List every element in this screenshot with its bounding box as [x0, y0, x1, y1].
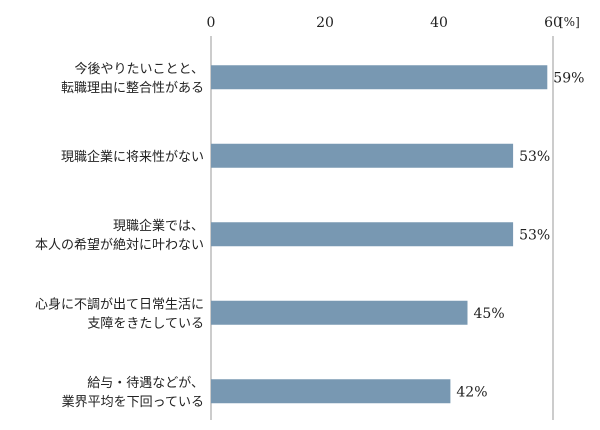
axis-unit-label: [%]	[559, 15, 580, 29]
category-label: 心身に不調が出て日常生活に	[35, 296, 204, 312]
category-label: 今後やりたいことと、	[75, 61, 204, 77]
bar	[211, 300, 468, 325]
x-tick-label: 40	[430, 15, 448, 31]
category-label: 現職企業に将来性がない	[61, 149, 204, 165]
x-tick-label: 60	[544, 15, 562, 31]
axis-group: 0 20 40 60[%]	[207, 15, 580, 420]
value-label: 53%	[519, 149, 550, 165]
value-label: 53%	[519, 227, 550, 243]
bar	[211, 222, 514, 247]
value-label: 59%	[553, 70, 584, 86]
bar	[211, 65, 548, 90]
bars-group	[211, 65, 548, 404]
bar	[211, 379, 451, 404]
x-tick-label: 0	[207, 15, 216, 31]
category-label: 業界平均を下回っている	[62, 394, 204, 410]
category-label: 給与・待遇などが、	[87, 376, 204, 391]
category-label: 現職企業では、	[113, 218, 204, 234]
value-label: 45%	[474, 306, 505, 322]
category-label: 支障をきたしている	[87, 316, 204, 331]
value-label: 42%	[456, 384, 487, 400]
bar	[211, 143, 514, 168]
category-label: 本人の希望が絶対に叶わない	[35, 237, 204, 253]
x-tick-label: 20	[316, 15, 334, 31]
labels-group: 59% 今後やりたいことと、転職理由に整合性がある 53% 現職企業に将来性がない 53…	[35, 61, 584, 410]
category-label: 転職理由に整合性がある	[61, 81, 204, 96]
